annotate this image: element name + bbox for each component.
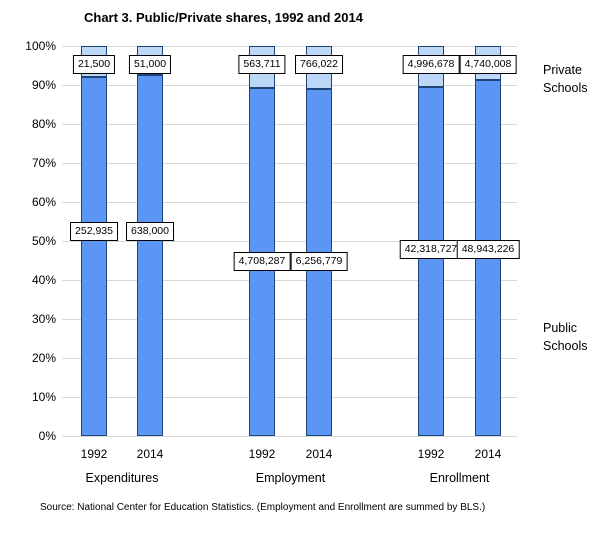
x-axis-label-expenditures-2014: 2014 (136, 447, 164, 461)
bar-segment-public (137, 74, 163, 436)
bar-employment-2014 (306, 46, 332, 436)
y-axis-label-40: 40% (31, 273, 56, 287)
gridline-60 (62, 202, 517, 203)
gridline-90 (62, 85, 517, 86)
data-label-private-enrollment-2014: 4,740,008 (459, 55, 517, 74)
y-axis-label-10: 10% (31, 390, 56, 404)
y-axis-label-70: 70% (31, 156, 56, 170)
x-axis-label-enrollment-2014: 2014 (474, 447, 502, 461)
data-label-private-expenditures-2014: 51,000 (128, 55, 172, 74)
data-label-public-employment-1992: 4,708,287 (233, 252, 291, 271)
data-label-private-employment-2014: 766,022 (295, 55, 343, 74)
data-label-private-enrollment-1992: 4,996,678 (402, 55, 460, 74)
group-label-expenditures: Expenditures (85, 471, 159, 485)
data-label-public-enrollment-1992: 42,318,727 (399, 240, 463, 259)
y-axis-label-100: 100% (25, 39, 56, 53)
y-axis-label-0: 0% (38, 429, 56, 443)
bar-employment-1992 (249, 46, 275, 436)
chart-title: Chart 3. Public/Private shares, 1992 and… (84, 10, 363, 25)
bar-expenditures-1992 (81, 46, 107, 436)
y-axis-label-30: 30% (31, 312, 56, 326)
x-axis-label-employment-2014: 2014 (305, 447, 333, 461)
group-label-employment: Employment (255, 471, 326, 485)
group-label-enrollment: Enrollment (429, 471, 490, 485)
data-label-private-employment-1992: 563,711 (238, 55, 286, 74)
y-axis-label-20: 20% (31, 351, 56, 365)
bar-segment-public (81, 76, 107, 436)
y-axis-label-80: 80% (31, 117, 56, 131)
bar-segment-public (418, 87, 444, 436)
gridline-40 (62, 280, 517, 281)
y-axis-label-50: 50% (31, 234, 56, 248)
data-label-public-employment-2014: 6,256,779 (290, 252, 348, 271)
gridline-0 (62, 436, 517, 437)
data-label-public-expenditures-1992: 252,935 (70, 222, 118, 241)
x-axis-label-employment-1992: 1992 (248, 447, 276, 461)
y-axis-label-60: 60% (31, 195, 56, 209)
y-axis-label-90: 90% (31, 78, 56, 92)
gridline-50 (62, 241, 517, 242)
data-label-public-expenditures-2014: 638,000 (126, 222, 174, 241)
gridline-70 (62, 163, 517, 164)
series-label-public-schools: Public Schools (543, 321, 588, 354)
series-label-private-schools: Private Schools (543, 63, 588, 96)
gridline-20 (62, 358, 517, 359)
gridline-80 (62, 124, 517, 125)
data-label-private-expenditures-1992: 21,500 (72, 55, 116, 74)
x-axis-label-expenditures-1992: 1992 (80, 447, 108, 461)
gridline-10 (62, 397, 517, 398)
gridline-30 (62, 319, 517, 320)
bar-expenditures-2014 (137, 46, 163, 436)
data-label-public-enrollment-2014: 48,943,226 (456, 240, 520, 259)
plot-area: 21,500 252,935 51,000 638,000 563,711 4,708,2… (62, 46, 520, 437)
gridline-100 (62, 46, 517, 47)
source-note: Source: National Center for Education St… (40, 502, 486, 513)
x-axis-label-enrollment-1992: 1992 (417, 447, 445, 461)
